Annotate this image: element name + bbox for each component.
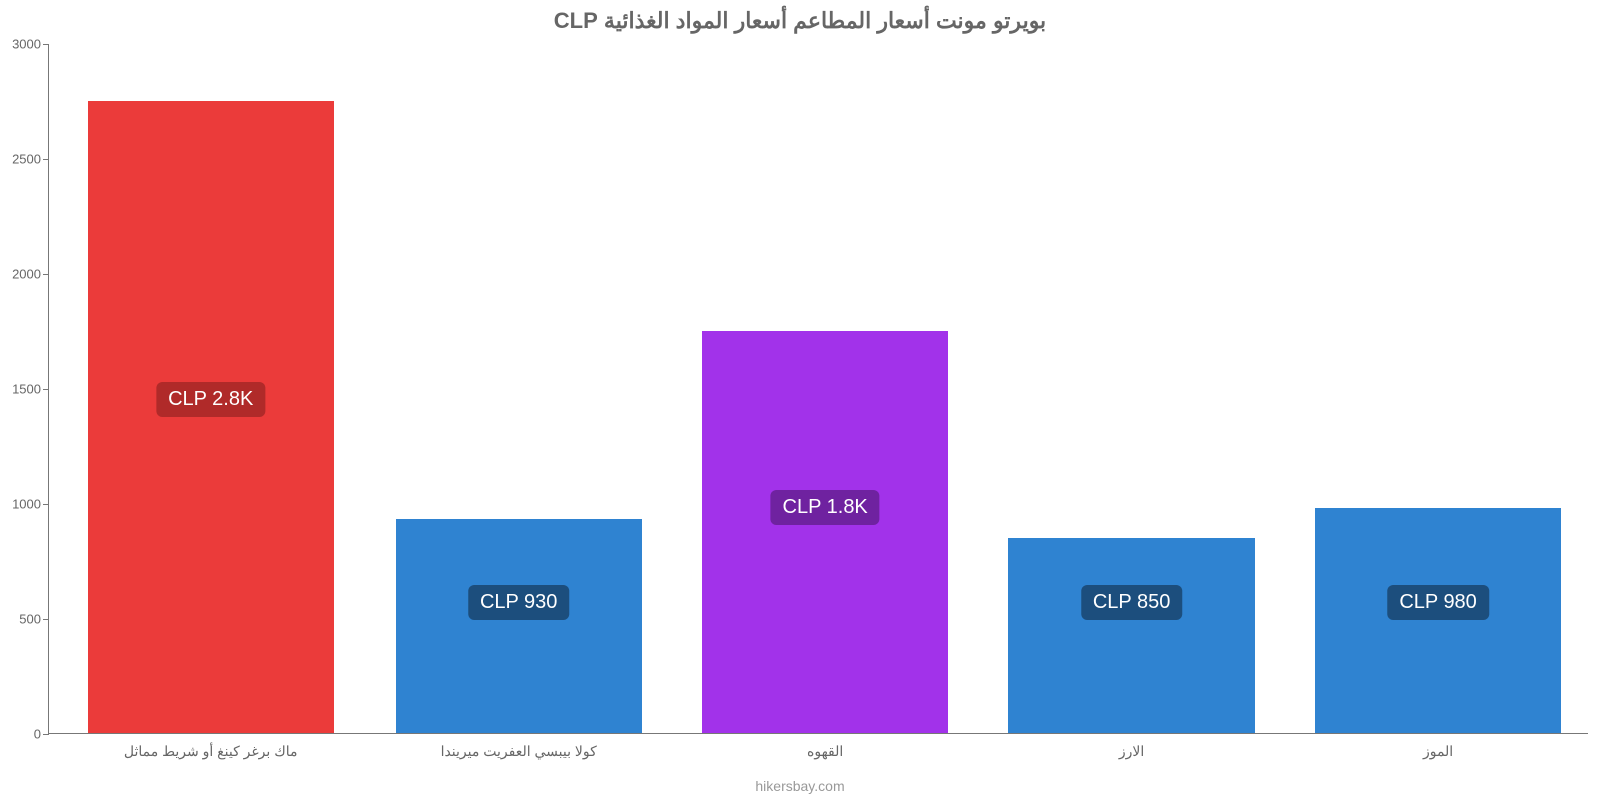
y-tick-mark: [43, 504, 49, 505]
bar: [702, 331, 948, 734]
y-tick-mark: [43, 389, 49, 390]
y-tick-mark: [43, 619, 49, 620]
chart-title: بويرتو مونت أسعار المطاعم أسعار المواد ا…: [0, 8, 1600, 34]
x-tick-label: كولا بيبسي العفريت ميريندا: [441, 733, 597, 760]
bar: [396, 519, 642, 733]
x-tick-label: الموز: [1423, 733, 1453, 760]
x-tick-label: ماك برغر كينغ أو شريط مماثل: [124, 733, 298, 760]
x-tick-label: الارز: [1119, 733, 1144, 760]
plot-area: 050010001500200025003000ماك برغر كينغ أو…: [48, 44, 1588, 734]
value-badge: CLP 2.8K: [156, 382, 265, 417]
footer-credit: hikersbay.com: [0, 778, 1600, 794]
value-badge: CLP 980: [1387, 585, 1488, 620]
y-tick-mark: [43, 159, 49, 160]
bar: [1008, 538, 1254, 734]
y-tick-mark: [43, 44, 49, 45]
y-tick-mark: [43, 274, 49, 275]
value-badge: CLP 850: [1081, 585, 1182, 620]
y-tick-mark: [43, 734, 49, 735]
bar: [1315, 508, 1561, 733]
x-tick-label: القهوه: [807, 733, 843, 760]
value-badge: CLP 1.8K: [771, 490, 880, 525]
value-badge: CLP 930: [468, 585, 569, 620]
